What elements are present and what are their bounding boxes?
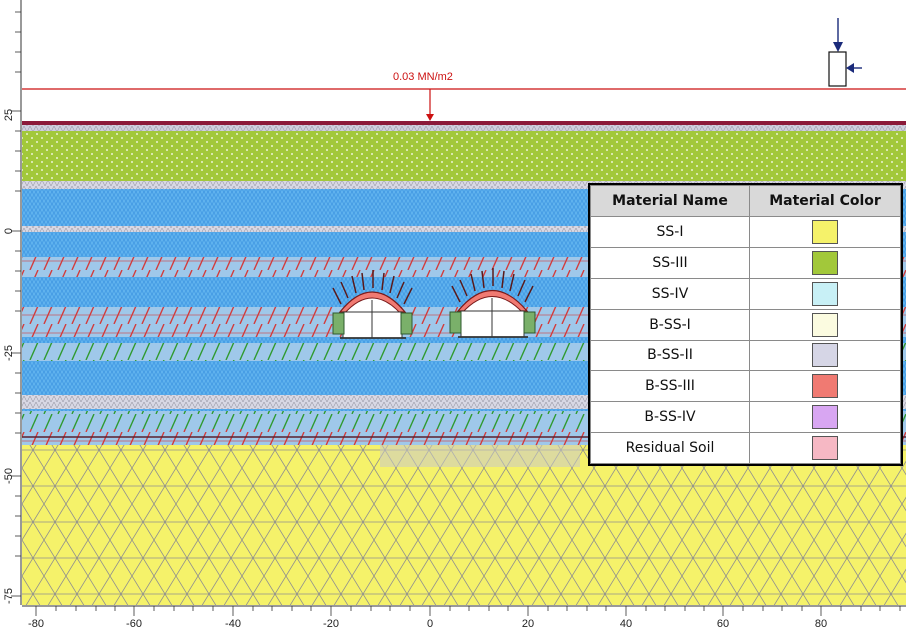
- x-tick-neg40: -40: [225, 618, 241, 630]
- legend-color-swatch: [812, 343, 838, 368]
- surface-load: 0.03 MN/m2: [22, 71, 906, 121]
- legend-material-name: B-SS-III: [590, 370, 750, 403]
- x-tick-0: 0: [427, 618, 433, 630]
- legend-color-swatch: [812, 405, 838, 430]
- x-tick-neg20: -20: [323, 618, 339, 630]
- horizontal-axis: -80 -60 -40 -20 0 20 40 60 80: [0, 605, 906, 632]
- x-tick-neg60: -60: [126, 618, 142, 630]
- tunnel-right: [449, 268, 536, 338]
- legend-row: B-SS-III: [590, 370, 901, 403]
- legend-color-swatch: [812, 374, 838, 399]
- legend-color-swatch: [812, 219, 838, 244]
- legend-row: Residual Soil: [590, 432, 901, 464]
- ground-surface: [22, 121, 906, 131]
- material-legend: Material Name Material Color SS-I SS-III…: [588, 183, 903, 466]
- y-tick-25: 25: [3, 109, 15, 121]
- legend-material-name: SS-III: [590, 246, 750, 279]
- legend-header-color: Material Color: [749, 185, 901, 217]
- load-label: 0.03 MN/m2: [393, 71, 453, 83]
- x-tick-60: 60: [717, 618, 729, 630]
- legend-row: SS-IV: [590, 277, 901, 310]
- legend-color-swatch: [812, 250, 838, 275]
- legend-material-name: SS-I: [590, 216, 750, 248]
- x-tick-neg80: -80: [28, 618, 44, 630]
- legend-material-name: B-SS-I: [590, 308, 750, 341]
- legend-material-name: SS-IV: [590, 277, 750, 310]
- y-tick-neg25: -25: [3, 345, 15, 361]
- legend-row: SS-I: [590, 216, 901, 248]
- soil-layer-ss-iii: [22, 131, 906, 181]
- legend-row: B-SS-I: [590, 308, 901, 341]
- y-tick-neg50: -50: [3, 468, 15, 484]
- x-tick-40: 40: [620, 618, 632, 630]
- y-tick-neg75: -75: [3, 588, 15, 604]
- soil-layer-ss-i: [22, 445, 906, 605]
- legend-row: B-SS-IV: [590, 401, 901, 434]
- legend-header-name: Material Name: [590, 185, 750, 217]
- legend-material-name: B-SS-II: [590, 339, 750, 372]
- x-tick-20: 20: [522, 618, 534, 630]
- tunnel-left: [332, 270, 413, 339]
- y-tick-0: 0: [3, 228, 15, 234]
- x-tick-80: 80: [815, 618, 827, 630]
- legend-row: SS-III: [590, 246, 901, 279]
- legend-color-swatch: [812, 312, 838, 337]
- boundary-condition-icon[interactable]: [828, 18, 862, 87]
- legend-color-swatch: [812, 436, 838, 461]
- legend-material-name: Residual Soil: [590, 432, 750, 464]
- legend-material-name: B-SS-IV: [590, 401, 750, 434]
- legend-color-swatch: [812, 281, 838, 306]
- legend-row: B-SS-II: [590, 339, 901, 372]
- vertical-axis: 25 0 -25 -50 -75: [0, 0, 22, 610]
